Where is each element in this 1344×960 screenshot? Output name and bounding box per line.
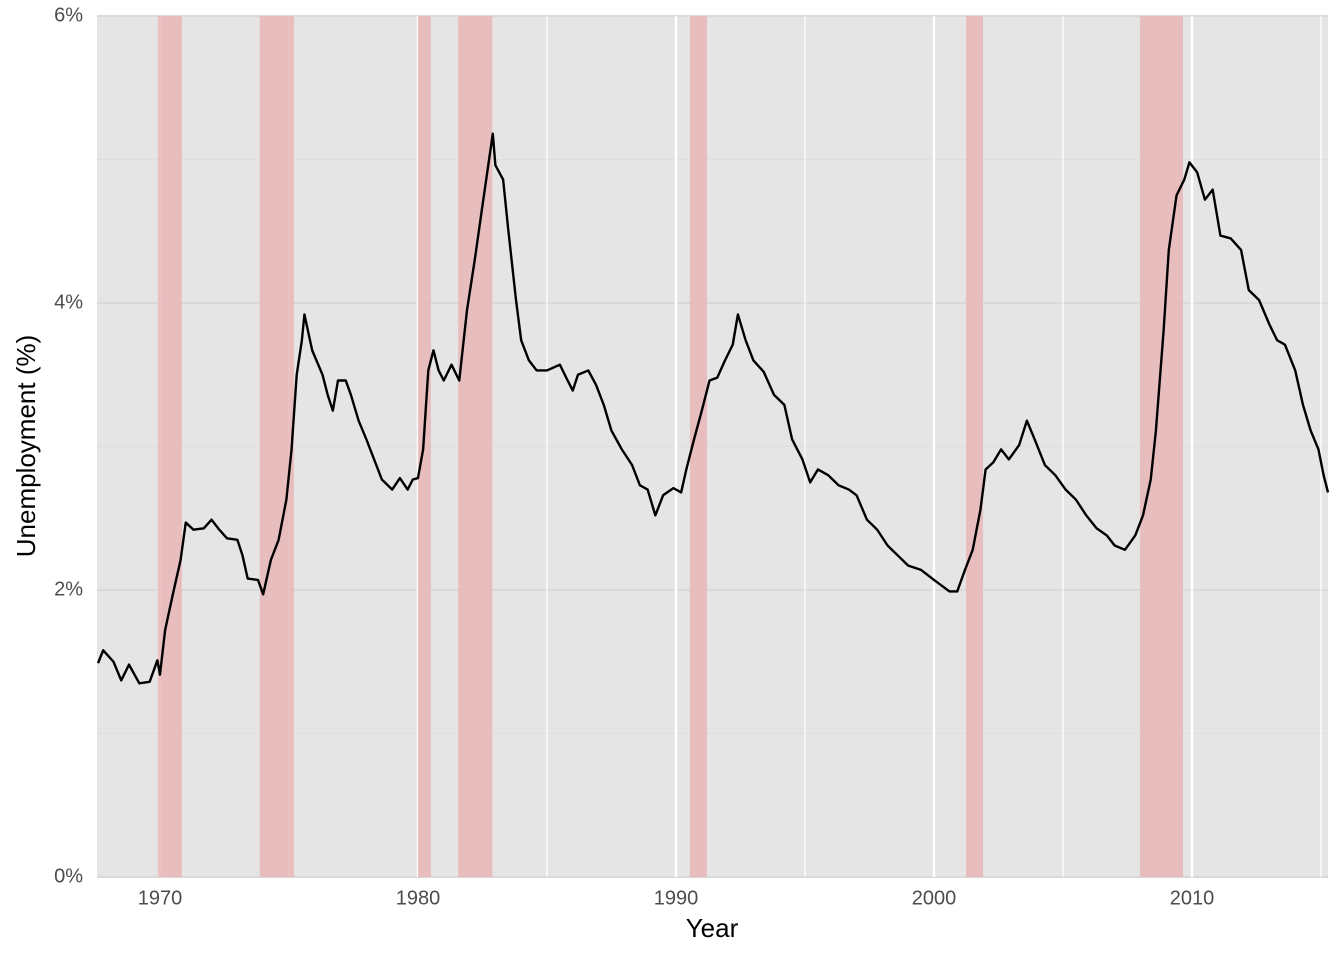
y-tick-label: 6%: [54, 4, 83, 26]
x-tick-label: 2010: [1170, 887, 1215, 909]
y-tick-label: 2%: [54, 578, 83, 600]
recession-band: [458, 16, 493, 877]
x-tick-label: 1970: [138, 887, 183, 909]
y-tick-label: 0%: [54, 865, 83, 887]
data-line: [96, 132, 1330, 685]
y-axis-label: Unemployment (%): [11, 335, 41, 558]
x-tick-label: 1990: [654, 887, 699, 909]
recession-band: [966, 16, 984, 877]
y-tick-label: 4%: [54, 291, 83, 313]
x-axis-label: Year: [686, 913, 739, 943]
recession-band: [1139, 16, 1183, 877]
recession-band: [689, 16, 707, 877]
recession-band: [157, 16, 182, 877]
x-tick-label: 1980: [396, 887, 441, 909]
x-tick-label: 2000: [912, 887, 957, 909]
recession-band: [259, 16, 294, 877]
